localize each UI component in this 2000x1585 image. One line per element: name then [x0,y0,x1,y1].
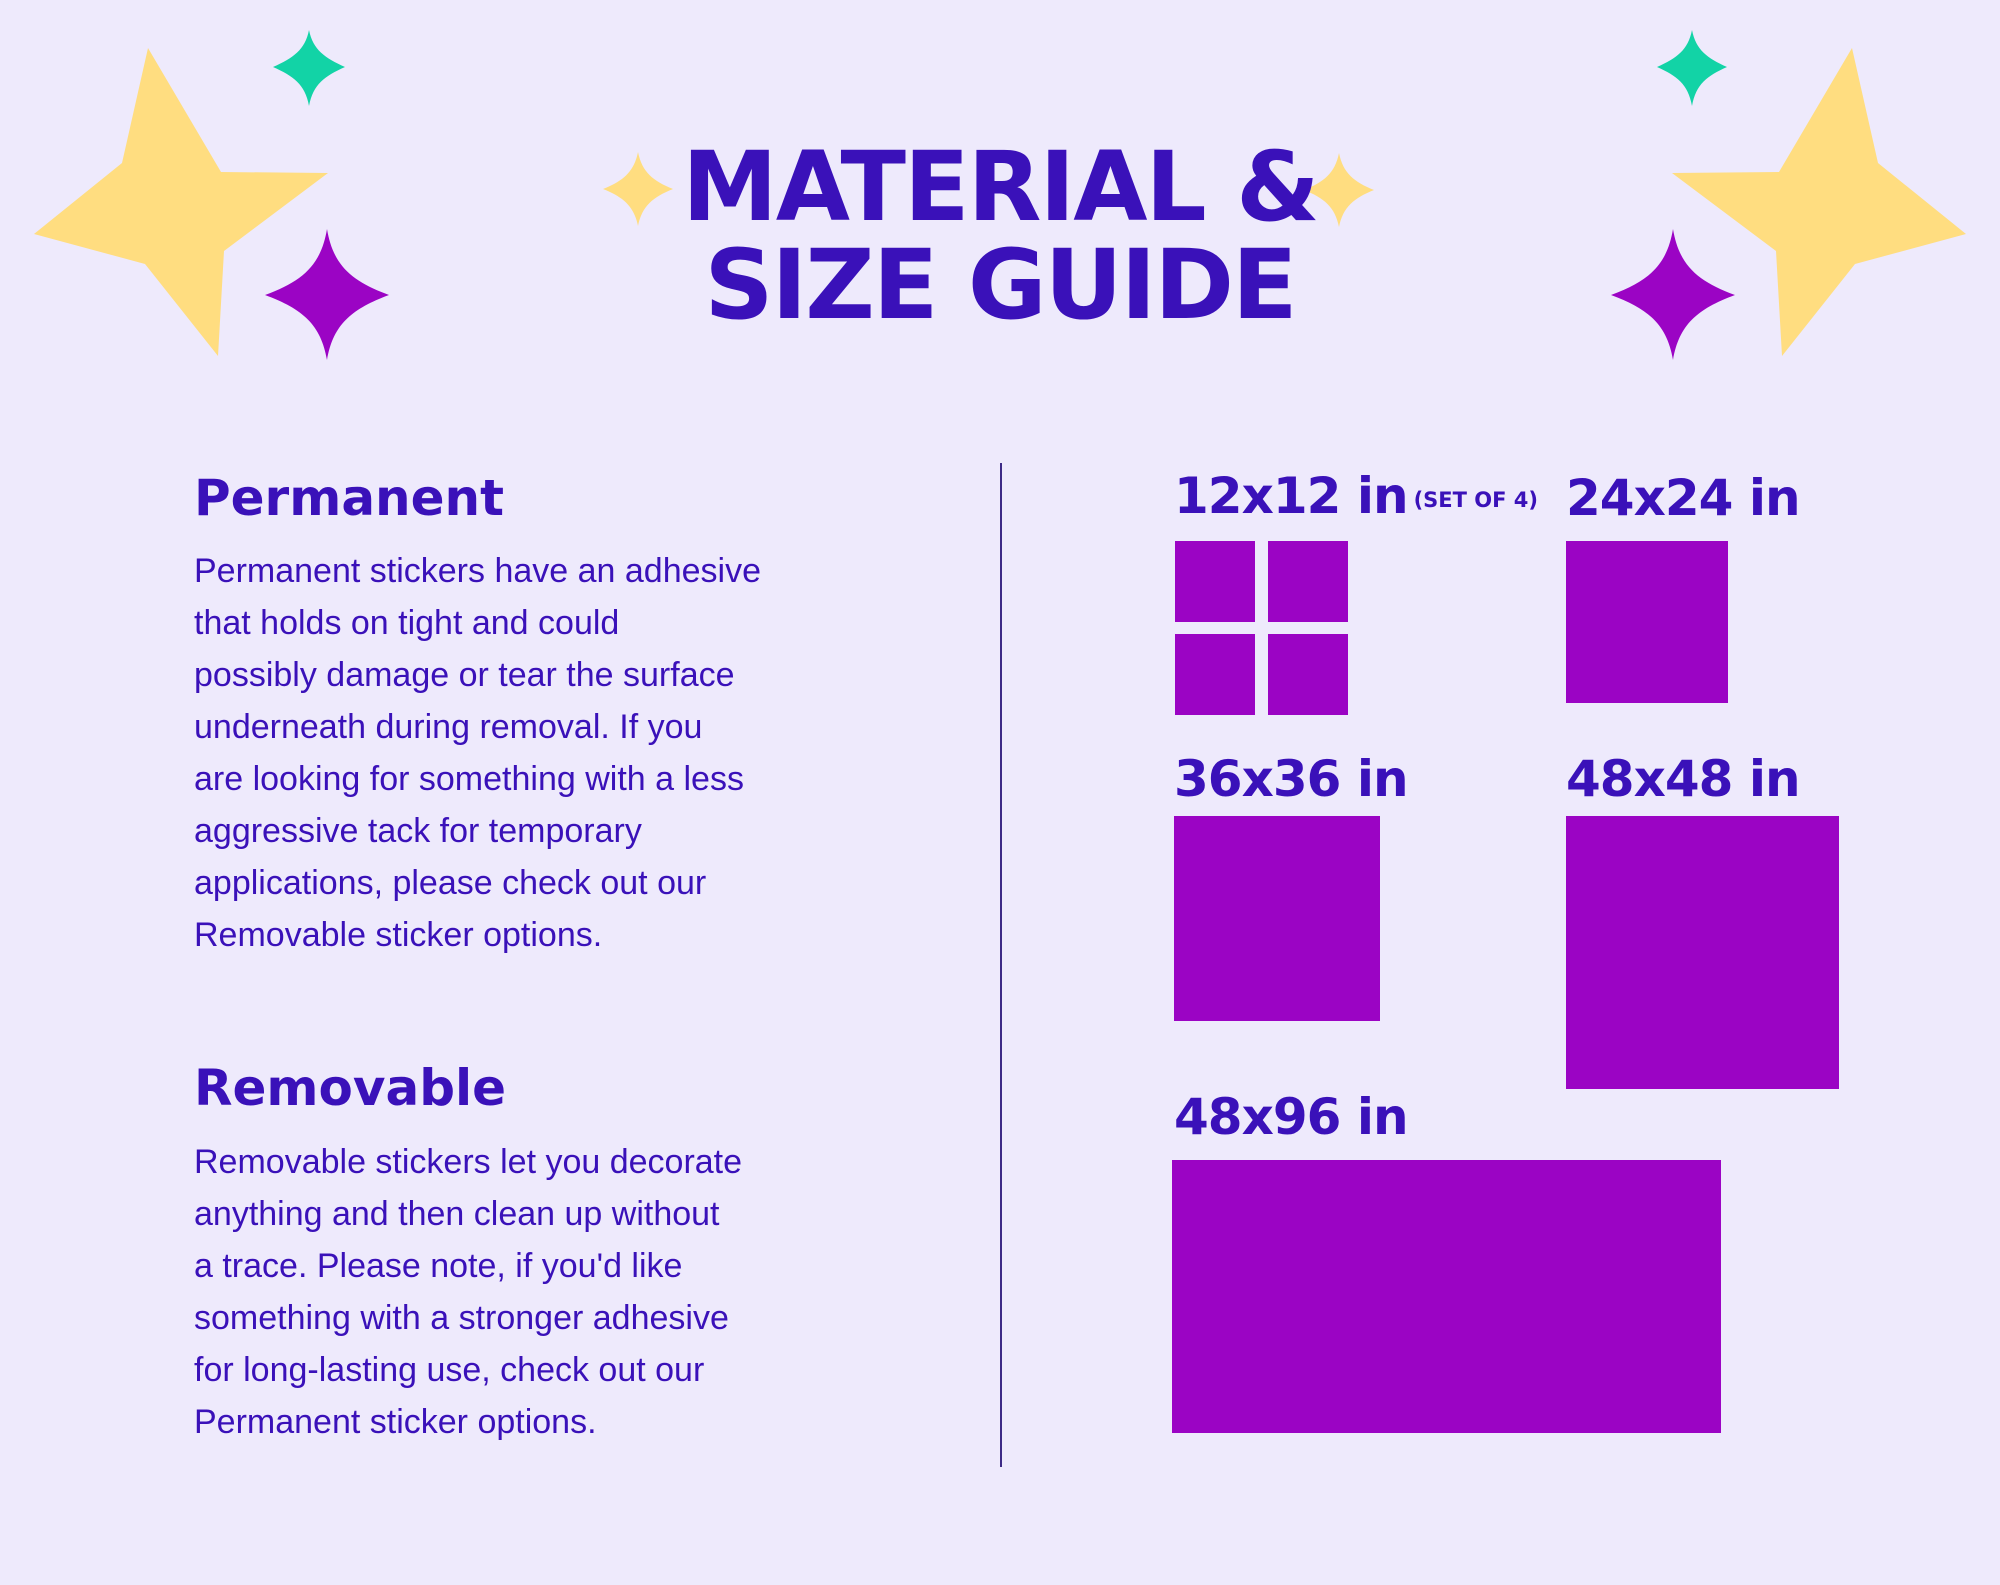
yellow-star-icon [34,48,328,356]
size-swatch-12x12 [1175,634,1255,715]
permanent-heading: Permanent [194,469,505,527]
permanent-line: applications, please check out our [194,864,707,902]
small-yellow-sparkle-icon [603,152,673,226]
size-swatch-12x12 [1268,634,1348,715]
page-title-line-2: SIZE GUIDE [704,229,1297,341]
permanent-description: Permanent stickers have an adhesive that… [194,545,834,961]
purple-sparkle-icon [265,229,389,360]
size-swatch-36x36 [1174,816,1380,1021]
column-divider [1000,463,1002,1467]
page-title-line-1: MATERIAL & [682,131,1320,243]
size-label-24x24: 24x24 in [1566,469,1801,527]
permanent-line: Removable sticker options. [194,916,603,954]
size-label-text: 12x12 in [1174,467,1409,525]
removable-line: anything and then clean up without [194,1195,720,1233]
small-yellow-sparkle-icon [1304,153,1374,227]
size-label-12x12: 12x12 in (SET OF 4) [1174,466,1538,530]
removable-line: a trace. Please note, if you'd like [194,1247,683,1285]
size-note: (SET OF 4) [1413,487,1538,512]
removable-line: for long-lasting use, check out our [194,1351,705,1389]
removable-description: Removable stickers let you decorate anyt… [194,1136,834,1448]
size-label-48x96: 48x96 in [1174,1088,1409,1146]
size-swatch-24x24 [1566,541,1728,703]
size-swatch-12x12 [1268,541,1348,622]
page-title: MATERIAL & SIZE GUIDE [500,138,1500,334]
removable-line: Removable stickers let you decorate [194,1143,743,1181]
permanent-line: possibly damage or tear the surface [194,656,735,694]
removable-heading: Removable [194,1059,507,1117]
size-swatch-48x48 [1566,816,1839,1089]
size-label-48x48: 48x48 in [1566,750,1801,808]
permanent-line: Permanent stickers have an adhesive [194,552,761,590]
removable-line: something with a stronger adhesive [194,1299,729,1337]
size-swatch-48x96 [1172,1160,1721,1433]
permanent-line: underneath during removal. If you [194,708,703,746]
permanent-line: are looking for something with a less [194,760,744,798]
teal-sparkle-icon [1657,30,1727,106]
removable-line: Permanent sticker options. [194,1403,597,1441]
teal-sparkle-icon [273,30,345,106]
yellow-star-icon [1672,48,1966,356]
size-swatch-12x12 [1175,541,1255,622]
permanent-line: aggressive tack for temporary [194,812,642,850]
size-label-36x36: 36x36 in [1174,750,1409,808]
permanent-line: that holds on tight and could [194,604,620,642]
purple-sparkle-icon [1611,229,1735,360]
